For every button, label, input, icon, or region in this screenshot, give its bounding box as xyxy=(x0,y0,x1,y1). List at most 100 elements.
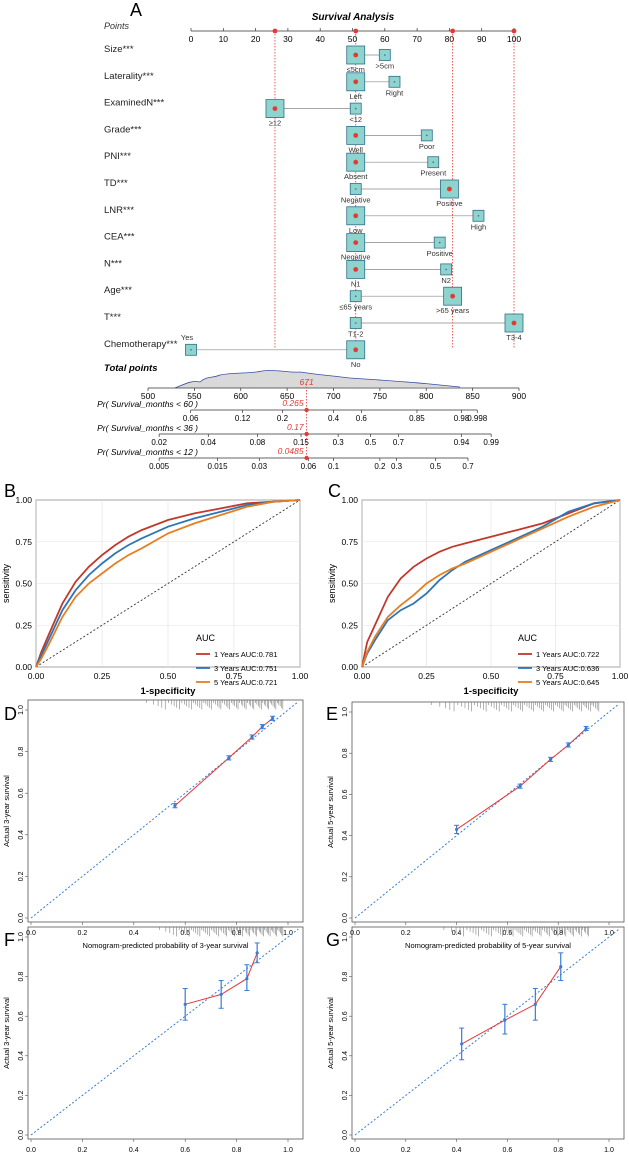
probability-value-label: 0.265 xyxy=(282,398,304,408)
level-center-dot xyxy=(445,268,447,271)
nomogram-title: Survival Analysis xyxy=(312,12,395,23)
calibration-y-axis-label: Actual 5-year survival xyxy=(326,776,335,848)
level-label: Right xyxy=(386,88,404,97)
level-center-dot xyxy=(354,295,357,298)
probability-tick-label: 0.1 xyxy=(328,462,340,471)
calibration-y-tick-label: 0.2 xyxy=(18,1090,25,1100)
calibration-y-axis-label: Actual 3-year survival xyxy=(2,775,11,847)
total-tick-label: 650 xyxy=(280,391,294,401)
roc-y-tick-label: 0.50 xyxy=(15,579,32,589)
probability-marker xyxy=(304,455,309,461)
calibration-x-tick-label: 1.0 xyxy=(604,930,614,937)
selected-points-marker xyxy=(272,28,278,34)
calibration-panel-d: 0.0 0.2 0.4 0.6 0.8 1.00.00.20.40.60.81.0Nomo… xyxy=(2,699,304,950)
points-tick-label: 70 xyxy=(412,34,422,44)
points-tick-label: 0 xyxy=(189,34,194,44)
roc-legend-title: AUC xyxy=(518,633,538,643)
calibration-x-tick-label: 0.0 xyxy=(26,1147,36,1154)
level-label: ≥12 xyxy=(269,119,281,128)
calibration-x-tick-label: 0.0 xyxy=(26,930,36,937)
calibration-plot-frame xyxy=(27,926,304,1140)
points-tick-label: 80 xyxy=(445,34,455,44)
probability-tick-label: 0.3 xyxy=(333,438,345,447)
level-label: Low xyxy=(349,226,363,235)
calibration-observed-line xyxy=(456,728,587,830)
variable-name: Laterality*** xyxy=(104,71,154,82)
probability-tick-label: 0.04 xyxy=(200,438,216,447)
probability-row-label: Pr( Survival_months < 12 ) xyxy=(97,447,198,457)
selected-points-marker xyxy=(450,28,456,34)
roc-x-tick-label: 0.75 xyxy=(226,671,243,681)
probability-value-label: 0.17 xyxy=(287,422,304,432)
variable-name: Grade*** xyxy=(104,124,142,135)
probability-tick-label: 0.03 xyxy=(252,462,268,471)
calibration-x-tick-label: 0.8 xyxy=(232,930,242,937)
calibration-y-tick-label: 0.0 xyxy=(342,1130,349,1140)
level-label: Positive xyxy=(436,199,462,208)
total-tick-label: 500 xyxy=(141,391,155,401)
calibration-x-tick-label: 0.6 xyxy=(180,930,190,937)
level-center-dot xyxy=(438,241,441,244)
calibration-point xyxy=(255,951,259,955)
probability-tick-label: 0.7 xyxy=(462,462,474,471)
calibration-y-tick-label: 0.8 xyxy=(342,972,349,982)
calibration-plot-frame xyxy=(351,701,625,923)
roc-y-tick-label: 1.00 xyxy=(15,495,32,505)
calibration-y-tick-label: 0.0 xyxy=(18,1130,25,1140)
level-label: High xyxy=(471,222,486,231)
roc-y-tick-label: 0.25 xyxy=(341,620,358,630)
calibration-y-tick-label: 0.4 xyxy=(342,831,349,841)
points-tick-label: 90 xyxy=(477,34,487,44)
level-selected-marker xyxy=(511,320,517,326)
calibration-point xyxy=(227,756,231,760)
level-label: Positive xyxy=(427,249,453,258)
roc-x-tick-label: 0.25 xyxy=(94,671,111,681)
calibration-point xyxy=(250,735,254,739)
roc-x-tick-label: 0.00 xyxy=(28,671,45,681)
level-label: N2 xyxy=(441,276,451,285)
calibration-x-tick-label: 1.0 xyxy=(604,1147,614,1154)
level-label: >5cm xyxy=(376,62,395,71)
variable-name: Chemotherapy*** xyxy=(104,339,178,350)
roc-y-tick-label: 0.00 xyxy=(341,662,358,672)
calibration-plot-frame xyxy=(27,699,304,923)
probability-tick-label: 0.85 xyxy=(409,414,425,423)
calibration-point xyxy=(270,716,275,720)
roc-x-tick-label: 1.00 xyxy=(292,671,309,681)
roc-legend-label: 1 Years AUC:0.781 xyxy=(214,650,277,659)
roc-x-tick-label: 0.25 xyxy=(418,671,435,681)
calibration-x-tick-label: 0.0 xyxy=(350,930,360,937)
probability-tick-label: 0.12 xyxy=(235,414,251,423)
points-tick-label: 60 xyxy=(380,34,390,44)
calibration-y-tick-label: 0.4 xyxy=(342,1051,349,1061)
probability-tick-label: 0.4 xyxy=(328,414,340,423)
calibration-y-tick-label: 0.2 xyxy=(342,1090,349,1100)
calibration-x-tick-label: 0.4 xyxy=(129,930,139,937)
level-center-dot xyxy=(384,54,386,56)
calibration-y-tick-label: 1.0 xyxy=(18,932,25,942)
level-center-dot xyxy=(354,322,357,324)
level-selected-marker xyxy=(353,213,359,219)
calibration-point xyxy=(518,784,522,788)
level-label: N1 xyxy=(351,279,361,288)
calibration-point xyxy=(173,804,177,808)
roc-y-tick-label: 0.50 xyxy=(341,579,358,589)
variable-name: ExaminedN*** xyxy=(104,98,164,109)
calibration-x-tick-label: 0.6 xyxy=(180,1147,190,1154)
roc-x-axis-label: 1-specificity xyxy=(141,686,197,697)
roc-y-tick-label: 0.75 xyxy=(341,537,358,547)
roc-reference-diagonal xyxy=(361,499,621,668)
roc-y-tick-label: 0.00 xyxy=(15,662,32,672)
total-tick-label: 750 xyxy=(373,391,387,401)
level-selected-marker xyxy=(353,347,359,353)
calibration-ideal-line xyxy=(354,703,620,919)
panel-letter-b: B xyxy=(4,481,16,501)
calibration-x-tick-label: 0.4 xyxy=(129,1147,139,1154)
roc-y-axis-label: sensitivity xyxy=(327,563,337,603)
calibration-x-tick-label: 0.2 xyxy=(401,1147,411,1154)
level-label: No xyxy=(351,360,361,369)
calibration-y-tick-label: 0.8 xyxy=(18,747,25,757)
probability-marker xyxy=(304,431,309,437)
level-selected-marker xyxy=(353,240,359,246)
level-label: ≤65 years xyxy=(339,303,372,312)
